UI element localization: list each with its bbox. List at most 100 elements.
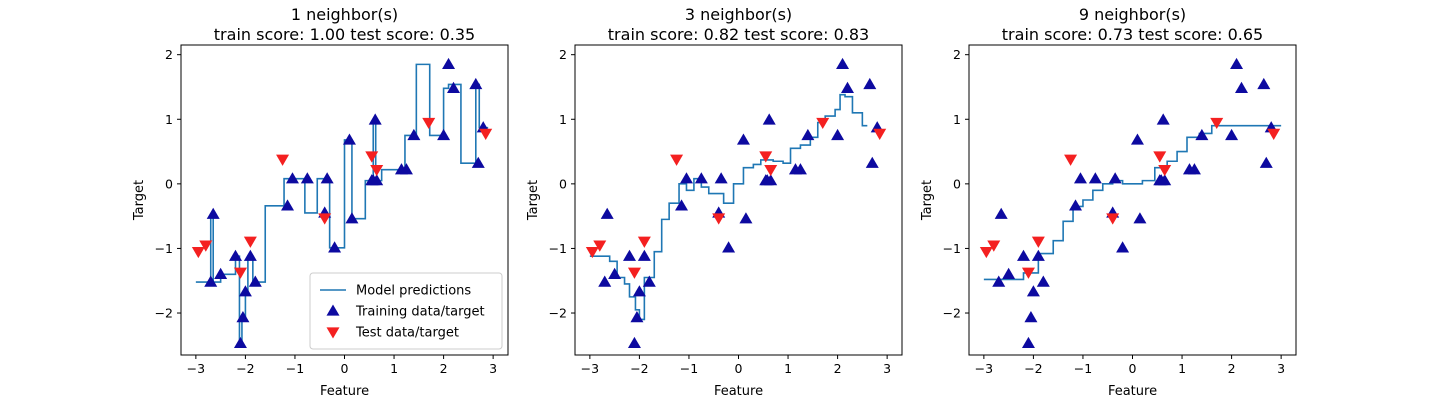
y-tick-label: −2 [155, 306, 173, 321]
x-axis-label: Feature [1108, 384, 1157, 399]
training-point [1195, 128, 1209, 141]
test-point [479, 128, 493, 140]
training-point [1130, 133, 1144, 145]
chart-title: 3 neighbor(s) train score: 0.82 test scor… [608, 5, 869, 44]
chart-panel-1: 1 neighbor(s) train score: 1.00 test scor… [132, 5, 509, 399]
training-point [229, 249, 242, 261]
y-axis-label: Target [526, 180, 541, 221]
x-tick-label: 2 [834, 361, 842, 376]
y-axis-label: Target [920, 180, 935, 221]
chart-title-line: 3 neighbor(s) [685, 5, 792, 24]
y-tick-label: 0 [165, 176, 173, 191]
training-point [300, 172, 314, 184]
training-point [285, 172, 299, 184]
training-point [739, 212, 753, 224]
test-point [233, 267, 247, 279]
training-point [1235, 81, 1248, 93]
test-point [365, 151, 379, 163]
x-tick-label: 3 [883, 361, 891, 376]
x-tick-label: −2 [630, 361, 648, 376]
legend-training-swatch [326, 304, 340, 316]
training-point [1024, 311, 1038, 323]
training-point [992, 275, 1006, 287]
training-point [736, 133, 750, 145]
y-tick-label: 0 [953, 176, 961, 191]
training-point [1225, 128, 1239, 141]
legend-entry-label: Test data/target [355, 326, 459, 341]
training-point [342, 133, 356, 145]
chart-title-line: train score: 0.73 test score: 0.65 [1002, 25, 1263, 44]
x-tick-label: 2 [1228, 361, 1236, 376]
test-point [243, 236, 257, 248]
training-point [368, 113, 382, 125]
test-point [1153, 151, 1167, 163]
x-tick-label: −1 [1074, 361, 1092, 376]
training-point [214, 267, 228, 279]
y-tick-label: 0 [559, 176, 567, 191]
training-point [328, 241, 342, 253]
test-point [1158, 164, 1172, 177]
test-point [816, 117, 830, 129]
training-point [608, 267, 622, 279]
training-point [598, 275, 612, 287]
y-tick-label: −1 [549, 241, 567, 256]
training-point [600, 207, 614, 219]
training-point [248, 275, 262, 287]
x-tick-label: 1 [784, 361, 792, 376]
legend-entry-label: Model predictions [356, 284, 471, 299]
x-tick-label: −2 [1024, 361, 1042, 376]
training-point [831, 128, 845, 141]
training-point [642, 275, 656, 287]
test-point [1031, 236, 1045, 248]
training-point [471, 156, 485, 168]
training-point [714, 172, 728, 184]
training-point [437, 128, 451, 141]
training-point [793, 163, 807, 175]
training-point [841, 81, 854, 93]
training-point [370, 174, 384, 186]
training-point [1230, 57, 1244, 70]
chart-title-line: 9 neighbor(s) [1079, 5, 1186, 24]
test-point [1106, 213, 1120, 225]
training-point [236, 311, 250, 323]
training-point [320, 172, 334, 184]
chart-panel-3: 9 neighbor(s) train score: 0.73 test scor… [920, 5, 1297, 399]
y-tick-label: 2 [953, 47, 961, 62]
training-point [801, 128, 815, 141]
training-point [243, 249, 257, 261]
x-tick-label: −1 [286, 361, 304, 376]
training-point [469, 77, 483, 90]
training-point [836, 57, 850, 70]
training-point [1108, 172, 1122, 184]
chart-title: 1 neighbor(s) train score: 1.00 test scor… [214, 5, 475, 44]
chart-title-line: train score: 1.00 test score: 0.35 [214, 25, 475, 44]
training-point [630, 311, 644, 323]
training-point [1026, 285, 1040, 297]
test-point [1267, 128, 1281, 140]
training-point [865, 156, 879, 168]
y-tick-label: 1 [953, 112, 961, 127]
training-point [1259, 156, 1273, 168]
training-point [447, 81, 460, 93]
x-tick-label: 0 [1129, 361, 1137, 376]
training-point [1036, 275, 1050, 287]
training-point [1069, 199, 1083, 211]
test-point [873, 128, 887, 140]
y-tick-label: −2 [943, 306, 961, 321]
y-tick-label: 1 [165, 112, 173, 127]
training-point [1002, 267, 1016, 279]
test-point [1021, 267, 1035, 279]
chart-title-line: 1 neighbor(s) [291, 5, 398, 24]
test-point [764, 164, 778, 177]
test-point [318, 213, 332, 225]
training-point [675, 199, 689, 211]
chart-title: 9 neighbor(s) train score: 0.73 test scor… [1002, 5, 1263, 44]
legend-box [309, 272, 503, 350]
chart-title-line: train score: 0.82 test score: 0.83 [608, 25, 869, 44]
x-tick-label: −3 [975, 361, 993, 376]
test-point [759, 151, 773, 163]
training-point [722, 241, 736, 253]
test-point [422, 117, 436, 129]
test-point [191, 246, 205, 259]
